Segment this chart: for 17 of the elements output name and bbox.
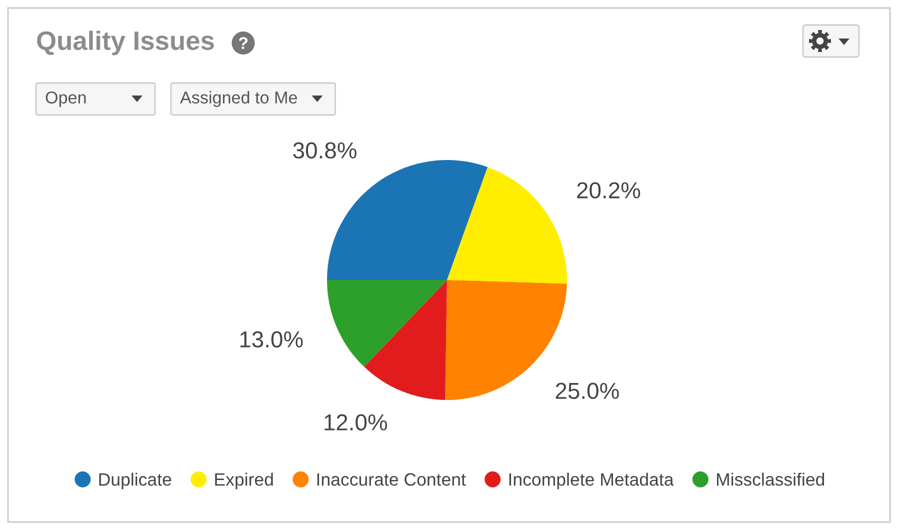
data-label: 30.8% [293,142,356,159]
legend-label: Incomplete Metadata [509,472,674,490]
pie-slice [327,280,447,367]
legend-label: Inaccurate Content [317,473,466,486]
pie-slice [327,160,488,280]
chart-title: Quality Issues [37,30,214,56]
data-label: 25.0% [556,382,619,400]
data-label: 13.0% [240,331,303,348]
pie-slice [447,167,567,284]
pie-slice [364,280,447,400]
data-label: 12.0% [324,414,388,431]
legend-label: Expired [215,472,273,490]
text: Open [46,91,86,107]
legend-label: Missclassified [716,472,824,486]
legend-label: Duplicate [99,472,172,490]
text: Assigned to Me [180,91,297,107]
data-label: 20.2% [577,182,640,198]
